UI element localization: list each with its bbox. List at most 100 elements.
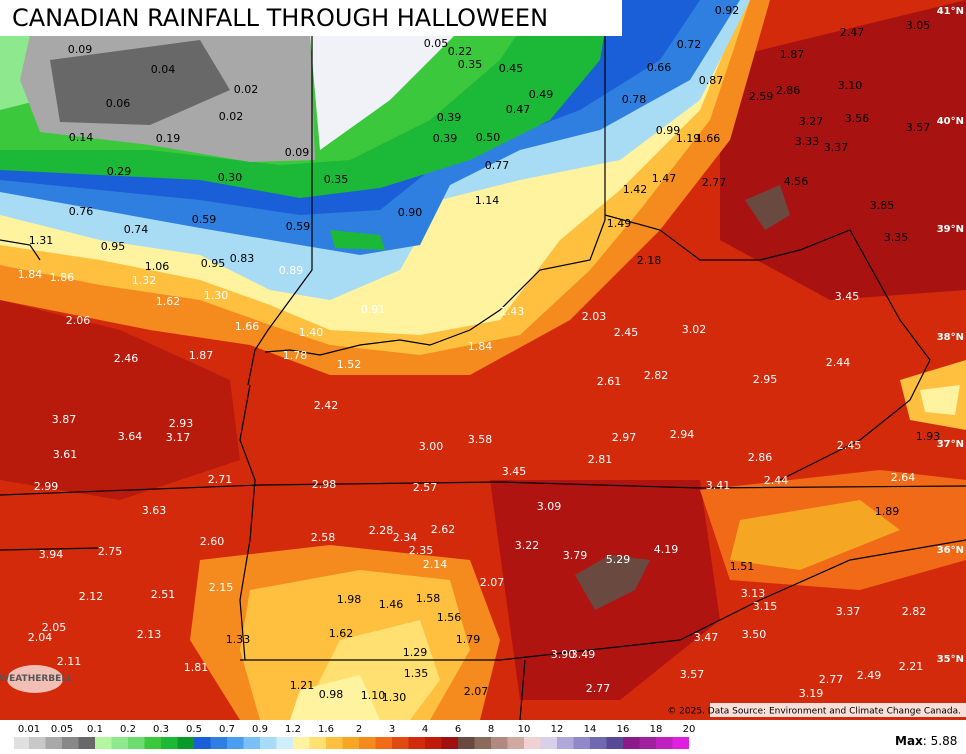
value-label: 1.43 xyxy=(500,305,525,318)
value-label: 2.35 xyxy=(409,544,434,557)
legend-swatch xyxy=(144,737,161,749)
value-label: 3.45 xyxy=(502,465,527,478)
value-label: 2.11 xyxy=(57,655,82,668)
value-label: 1.33 xyxy=(226,633,251,646)
legend-swatch xyxy=(639,737,656,749)
legend-swatch xyxy=(78,737,95,749)
legend-tick: 8 xyxy=(488,724,494,735)
value-label: 1.79 xyxy=(456,633,481,646)
legend-swatch xyxy=(293,737,310,749)
value-label: 0.91 xyxy=(361,303,386,316)
value-label: 1.30 xyxy=(204,289,229,302)
legend-tick: 12 xyxy=(551,724,564,735)
value-label: 3.58 xyxy=(468,433,493,446)
value-label: 1.06 xyxy=(145,260,170,273)
value-label: 2.64 xyxy=(891,471,916,484)
value-label: 1.62 xyxy=(156,295,181,308)
legend-tick: 1.6 xyxy=(318,724,334,735)
value-label: 0.95 xyxy=(201,257,226,270)
legend-tick: 0.3 xyxy=(153,724,169,735)
value-label: 0.22 xyxy=(448,45,473,58)
value-label: 2.75 xyxy=(98,545,123,558)
value-label: 0.09 xyxy=(285,146,310,159)
value-label: 1.29 xyxy=(403,646,428,659)
value-label: 1.56 xyxy=(437,611,462,624)
value-label: 2.94 xyxy=(670,428,695,441)
legend-swatch xyxy=(342,737,359,749)
legend-swatch xyxy=(425,737,442,749)
value-label: 4.19 xyxy=(654,543,679,556)
value-label: 2.77 xyxy=(702,176,727,189)
latitude-label: 36°N xyxy=(937,545,964,556)
value-label: 2.77 xyxy=(586,682,611,695)
value-label: 0.49 xyxy=(529,88,554,101)
value-label: 3.90 xyxy=(551,648,576,661)
value-label: 3.02 xyxy=(682,323,707,336)
max-sep: : xyxy=(923,734,931,748)
value-label: 1.52 xyxy=(337,358,362,371)
value-label: 0.87 xyxy=(699,74,724,87)
value-label: 2.07 xyxy=(480,576,505,589)
value-label: 0.35 xyxy=(458,58,483,71)
value-label: 0.04 xyxy=(151,63,176,76)
value-label: 1.46 xyxy=(379,598,404,611)
legend-tick: 20 xyxy=(683,724,696,735)
value-label: 2.95 xyxy=(753,373,778,386)
value-label: 3.35 xyxy=(884,231,909,244)
value-label: 0.02 xyxy=(234,83,259,96)
legend-swatch xyxy=(573,737,590,749)
legend-tick: 4 xyxy=(422,724,428,735)
value-label: 2.51 xyxy=(151,588,176,601)
legend-swatch xyxy=(392,737,409,749)
value-label: 0.05 xyxy=(424,37,449,50)
legend-swatch xyxy=(623,737,640,749)
value-label: 4.56 xyxy=(784,175,809,188)
value-label: 2.82 xyxy=(902,605,927,618)
value-label: 3.57 xyxy=(680,668,705,681)
value-label: 1.93 xyxy=(916,430,941,443)
value-label: 1.62 xyxy=(329,627,354,640)
value-label: 2.03 xyxy=(582,310,607,323)
logo-text: WEATHERBELL xyxy=(0,674,73,684)
value-label: 0.83 xyxy=(230,252,255,265)
legend-tick: 2 xyxy=(356,724,362,735)
value-label: 3.00 xyxy=(419,440,444,453)
value-label: 2.59 xyxy=(749,90,774,103)
value-label: 1.19 xyxy=(676,132,701,145)
value-label: 3.19 xyxy=(799,687,824,700)
value-label: 2.42 xyxy=(314,399,339,412)
legend-tick: 0.5 xyxy=(186,724,202,735)
legend-swatch xyxy=(111,737,128,749)
legend-swatch xyxy=(62,737,79,749)
title-box xyxy=(0,0,622,36)
logo: WEATHERBELL xyxy=(0,665,73,693)
legend-swatch xyxy=(540,737,557,749)
legend-tick: 6 xyxy=(455,724,461,735)
value-label: 1.42 xyxy=(623,183,648,196)
value-label: 1.30 xyxy=(382,691,407,704)
legend-swatch xyxy=(672,737,689,749)
value-label: 3.09 xyxy=(537,500,562,513)
latitude-label: 38°N xyxy=(937,332,964,343)
value-label: 0.39 xyxy=(433,132,458,145)
value-label: 3.22 xyxy=(515,539,540,552)
value-label: 2.71 xyxy=(208,473,233,486)
legend-tick: 0.1 xyxy=(87,724,103,735)
value-label: 0.90 xyxy=(398,206,423,219)
value-label: 0.47 xyxy=(506,103,531,116)
value-label: 2.98 xyxy=(312,478,337,491)
legend-swatch xyxy=(45,737,62,749)
value-label: 3.56 xyxy=(845,112,870,125)
latitude-label: 41°N xyxy=(937,6,964,17)
legend-tick: 16 xyxy=(617,724,630,735)
value-label: 0.29 xyxy=(107,165,132,178)
value-label: 3.17 xyxy=(166,431,191,444)
value-label: 3.64 xyxy=(118,430,143,443)
boundaries xyxy=(0,35,966,721)
value-label: 1.66 xyxy=(235,320,260,333)
max-value: 5.88 xyxy=(931,734,958,748)
legend-swatch xyxy=(375,737,392,749)
value-label: 2.18 xyxy=(637,254,662,267)
value-label: 2.77 xyxy=(819,673,844,686)
value-label: 3.37 xyxy=(824,141,849,154)
